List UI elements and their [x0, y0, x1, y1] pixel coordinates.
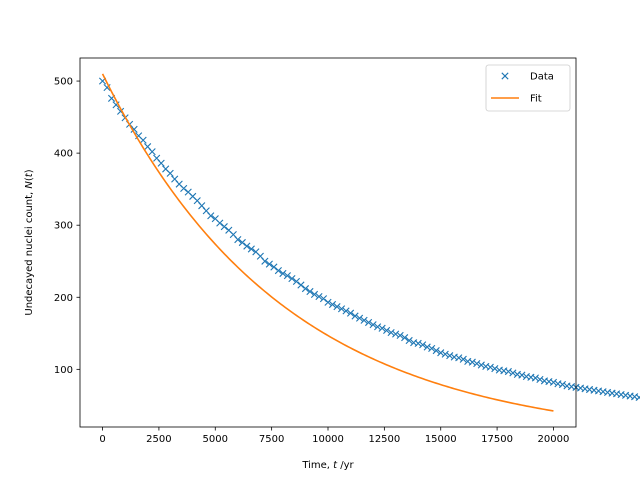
y-tick-label: 100: [54, 365, 73, 376]
data-point: [301, 285, 310, 293]
data-point: [558, 380, 567, 389]
data-point: [446, 352, 454, 360]
data-point: [437, 349, 445, 357]
data-layer: [98, 73, 640, 412]
data-point: [130, 125, 138, 133]
data-point: [337, 305, 346, 313]
data-point: [243, 242, 251, 250]
data-point: [477, 361, 485, 369]
data-point: [270, 263, 278, 271]
data-point: [428, 344, 436, 353]
data-point: [441, 350, 449, 358]
x-tick-label: 20000: [538, 434, 570, 445]
data-point: [166, 169, 174, 177]
data-point: [378, 324, 386, 332]
data-point: [432, 347, 440, 355]
y-tick-label: 400: [54, 149, 73, 160]
x-tick-label: 7500: [259, 434, 284, 445]
data-point: [355, 314, 364, 322]
data-point: [283, 272, 292, 280]
legend-data-label: Data: [530, 72, 554, 83]
data-point: [157, 159, 165, 167]
data-point: [383, 326, 391, 335]
data-point: [216, 219, 224, 227]
data-point: [423, 343, 431, 351]
data-point: [319, 295, 328, 303]
data-point: [473, 359, 481, 368]
data-point: [310, 290, 319, 298]
data-point: [374, 323, 382, 331]
data-point: [324, 298, 332, 306]
data-point: [297, 281, 305, 289]
legend-data-marker: [501, 72, 509, 80]
data-point: [486, 363, 494, 371]
data-point: [220, 223, 228, 231]
x-axis-label: Time, t /yr: [301, 460, 354, 471]
data-point: [531, 374, 540, 382]
data-point: [180, 184, 188, 193]
data-point: [369, 321, 377, 329]
data-point: [315, 292, 323, 301]
data-point: [139, 136, 147, 144]
legend-box: [485, 64, 571, 112]
x-tick-label: 0: [99, 434, 105, 445]
data-point: [238, 238, 246, 247]
x-axis: 0 2500 5000 7500 10000 12500 15000 17500 20000: [99, 427, 569, 445]
data-point: [360, 316, 368, 324]
data-point: [549, 378, 558, 386]
data-point: [279, 269, 287, 278]
data-point: [518, 371, 526, 379]
data-point: [459, 355, 467, 363]
data-point: [504, 367, 512, 376]
data-point: [333, 303, 341, 311]
y-axis: 100 200 300 400 500: [54, 77, 80, 376]
legend-fit-label: Fit: [530, 94, 542, 105]
data-point: [247, 245, 255, 253]
data-point: [468, 358, 476, 366]
data-point: [392, 330, 400, 338]
data-point: [288, 274, 296, 283]
data-point: [234, 236, 242, 244]
x-tick-label: 17500: [481, 434, 513, 445]
data-point: [419, 341, 427, 349]
y-tick-label: 500: [54, 77, 73, 88]
fit-line: [101, 73, 554, 412]
data-point: [265, 260, 273, 268]
data-point: [328, 300, 337, 309]
data-point: [346, 309, 355, 317]
data-point: [351, 312, 359, 320]
data-point: [292, 277, 301, 286]
x-tick-label: 2500: [146, 434, 171, 445]
y-tick-label: 300: [54, 221, 73, 232]
data-point: [342, 307, 350, 315]
data-point: [306, 287, 314, 296]
x-tick-label: 10000: [312, 434, 344, 445]
data-point: [401, 334, 409, 342]
data-point: [364, 318, 373, 327]
data-point: [387, 328, 395, 337]
y-axis-label: Undecayed nuclei count, N(t): [24, 169, 35, 315]
data-point: [635, 393, 640, 402]
data-point: [261, 257, 269, 265]
x-tick-label: 5000: [203, 434, 228, 445]
data-point: [455, 354, 463, 362]
data-point: [491, 365, 499, 373]
data-point: [405, 336, 413, 345]
data-point: [148, 148, 156, 156]
data-point: [396, 331, 404, 340]
x-tick-label: 15000: [425, 434, 457, 445]
data-point: [414, 339, 422, 347]
data-point: [509, 369, 517, 377]
legend: Data Fit: [485, 64, 571, 112]
data-point: [207, 212, 215, 220]
data-point: [536, 375, 544, 384]
data-point: [274, 267, 282, 275]
y-tick-label: 200: [54, 293, 73, 304]
x-tick-label: 12500: [368, 434, 400, 445]
